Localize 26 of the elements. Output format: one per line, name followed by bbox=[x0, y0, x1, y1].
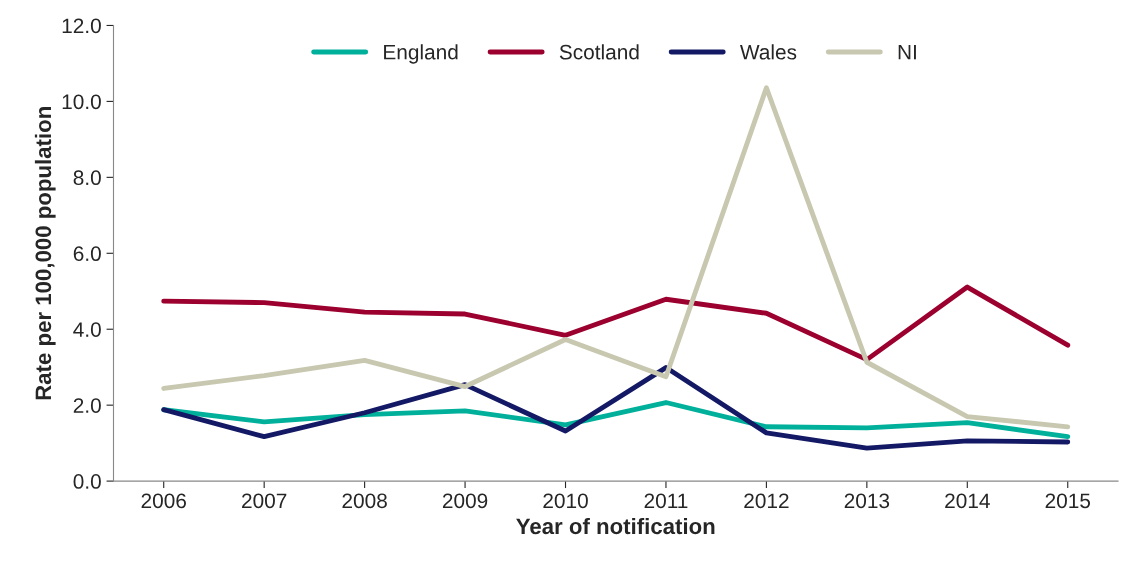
y-tick-label: 8.0 bbox=[73, 170, 101, 186]
legend-label: NI bbox=[898, 44, 916, 60]
x-tick-label: 2014 bbox=[945, 493, 990, 509]
x-tick-label: 2010 bbox=[543, 493, 588, 509]
x-tick-label: 2015 bbox=[1045, 493, 1091, 509]
y-tick-label: 12.0 bbox=[62, 18, 101, 34]
x-tick-label: 2006 bbox=[141, 493, 186, 509]
y-tick-label: 10.0 bbox=[62, 94, 101, 110]
y-axis-title: Rate per 100,000 population bbox=[34, 107, 56, 400]
x-tick-label: 2013 bbox=[844, 493, 890, 509]
legend-label: Scotland bbox=[559, 44, 639, 60]
x-tick-label: 2007 bbox=[242, 493, 287, 509]
x-tick-label: 2008 bbox=[342, 493, 387, 509]
line-series bbox=[161, 284, 1071, 363]
x-axis-title: Year of notification bbox=[516, 517, 715, 535]
y-tick-label: 2.0 bbox=[73, 398, 101, 413]
line-series bbox=[161, 85, 1071, 430]
y-tick-label: 6.0 bbox=[73, 246, 101, 262]
legend-label: England bbox=[384, 44, 458, 64]
x-tick-label: 2011 bbox=[644, 493, 688, 509]
y-tick-label: 4.0 bbox=[73, 322, 101, 337]
line-series bbox=[161, 365, 1071, 451]
x-tick-label: 2009 bbox=[442, 493, 488, 509]
y-tick-label: 0.0 bbox=[73, 474, 101, 489]
x-tick-label: 2012 bbox=[744, 493, 789, 509]
legend-label: Wales bbox=[740, 44, 797, 60]
